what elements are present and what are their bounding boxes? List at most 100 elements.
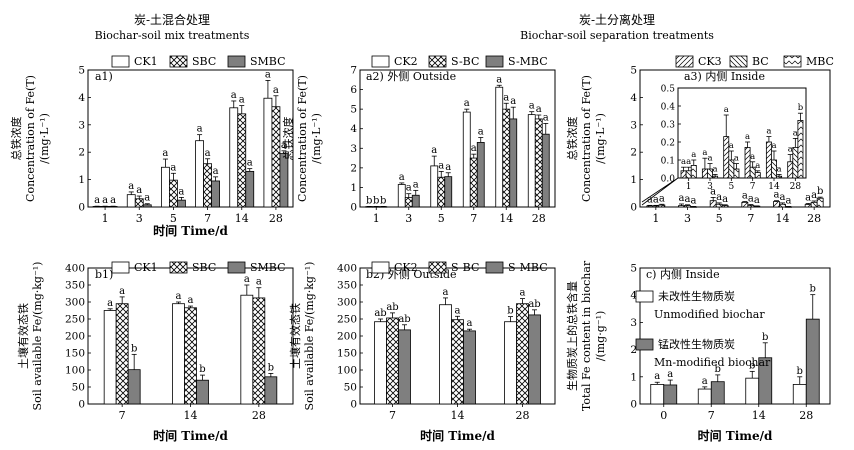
- y-axis-title: 总铁浓度Concentration of Fe(T)/(mg·L⁻¹): [565, 75, 607, 202]
- y-tick-label: 200: [337, 331, 357, 343]
- y-axis-title: 总铁浓度Concentration of Fe(T)/(mg·L⁻¹): [281, 75, 323, 202]
- y-tick-label: 0.0: [661, 175, 676, 185]
- legend-label-en: Unmodified biochar: [654, 308, 765, 321]
- significance-letter: b: [715, 364, 721, 375]
- y-tick-label: 5: [78, 65, 85, 77]
- significance-letter: a: [805, 192, 811, 203]
- bar-a3-BC-1: [652, 205, 660, 208]
- panel-label: b1): [95, 268, 113, 281]
- y-tick-label: 250: [65, 314, 85, 326]
- significance-letter: a: [653, 194, 659, 205]
- bar-a2-S-MBC-28: [541, 133, 550, 208]
- significance-letter: b: [798, 103, 804, 113]
- bar-a3-CK3-3: [678, 205, 685, 208]
- significance-letter: a: [107, 298, 113, 309]
- bar-b2-S-MBC-14: [463, 330, 476, 405]
- bar-a1-SBC-14: [237, 113, 247, 208]
- y-tick-label: 6: [350, 84, 357, 96]
- x-tick-label: 28: [790, 182, 802, 192]
- bar-a2-S-MBC-3: [411, 194, 420, 208]
- y-tick-label: 100: [65, 365, 85, 377]
- bar-b1-CK1-14: [172, 303, 185, 405]
- panel-label: a3) 内侧 Inside: [684, 69, 765, 83]
- significance-letter: a: [413, 179, 419, 190]
- significance-letter: a: [702, 376, 708, 387]
- bar-a3-BC-28: [792, 146, 799, 179]
- bar-b2-S-BC-28: [516, 303, 529, 405]
- significance-letter: a: [102, 195, 108, 206]
- x-tick-label: 28: [269, 212, 283, 225]
- legend-label: 未改性生物质炭: [658, 289, 735, 303]
- x-tick-label: 7: [119, 409, 126, 422]
- significance-letter: a: [520, 288, 526, 299]
- significance-letter: a: [239, 95, 245, 106]
- significance-letter: a: [128, 181, 134, 192]
- y-tick-label: 4: [630, 92, 637, 104]
- bar-a3-BC-28: [810, 201, 818, 208]
- y-tick-label: 3: [78, 119, 85, 131]
- significance-letter: a: [771, 141, 776, 151]
- y-tick-label: 0: [630, 399, 637, 411]
- bar-c-未改性生物质炭-0: [650, 384, 665, 405]
- y-axis-title-line: /(mg·L⁻¹): [594, 113, 607, 164]
- x-tick-label: 28: [799, 409, 813, 422]
- significance-letter: a: [205, 148, 211, 159]
- y-tick-label: 0: [350, 202, 357, 214]
- y-tick-label: 5: [350, 104, 357, 116]
- significance-letter: a: [722, 194, 728, 205]
- significance-letter: a: [713, 164, 718, 174]
- y-tick-label: 0: [78, 399, 85, 411]
- y-axis-title-line: Total Fe content in biochar: [580, 260, 593, 411]
- y-tick-label: 100: [337, 365, 357, 377]
- y-axis-title-line: 总铁浓度: [9, 117, 23, 161]
- x-axis-title: 时间 Time/d: [153, 428, 228, 443]
- x-tick-label: 14: [235, 212, 249, 225]
- bar-b1-CK1-28: [240, 294, 254, 405]
- legend-swatch: [729, 55, 748, 68]
- legend-swatch: [428, 261, 447, 274]
- bar-b2-CK2-14: [439, 304, 452, 405]
- legend-swatch: [485, 55, 504, 68]
- y-tick-label: 2: [630, 147, 637, 159]
- significance-letter: a: [788, 145, 793, 155]
- significance-letter: a: [94, 195, 100, 206]
- sep-header-cn: 炭-土分离处理: [579, 12, 655, 27]
- legend-label: S-BC: [451, 55, 479, 68]
- y-axis-title-line: 土壤有效态铁: [288, 303, 302, 369]
- y-tick-label: 50: [72, 382, 85, 394]
- bar-a3-MBC-1: [690, 164, 697, 179]
- y-axis-title-line: 生物质炭上的总铁含量: [565, 281, 579, 391]
- sep-header-en: Biochar-soil separation treatments: [520, 29, 714, 42]
- legend-swatch: [635, 290, 654, 303]
- significance-letter: a: [716, 192, 722, 203]
- significance-letter: a: [529, 101, 535, 112]
- bar-b1-SBC-28: [252, 297, 266, 405]
- bar-a2-S-BC-3: [404, 197, 413, 208]
- y-axis-title-line: Concentration of Fe(T): [24, 75, 37, 202]
- significance-letter: a: [755, 161, 760, 171]
- bar-a3-MBC-5: [733, 168, 740, 179]
- bar-a2-CK2-28: [527, 114, 536, 208]
- bar-a1-SMBC-28: [279, 153, 289, 208]
- legend-label: CK1: [134, 261, 158, 274]
- bar-a1-CK1-7: [195, 140, 204, 208]
- bar-a1-SMBC-5: [177, 199, 186, 208]
- panel-label: c) 内侧 Inside: [646, 267, 720, 281]
- bar-a1-SMBC-14: [245, 170, 255, 208]
- bar-a2-CK2-5: [430, 165, 439, 208]
- x-tick-label: 14: [184, 409, 198, 422]
- x-tick-label: 28: [252, 409, 266, 422]
- significance-letter: a: [178, 186, 184, 197]
- y-tick-label: 0: [630, 202, 637, 214]
- legend-label: S-MBC: [508, 55, 548, 68]
- bar-b1-SBC-7: [115, 303, 129, 405]
- x-tick-label: 1: [373, 212, 380, 225]
- legend-swatch: [111, 261, 130, 274]
- significance-letter: a: [496, 74, 502, 85]
- significance-letter: a: [754, 195, 760, 206]
- y-tick-label: 1: [350, 182, 357, 194]
- y-tick-label: 1: [630, 174, 637, 186]
